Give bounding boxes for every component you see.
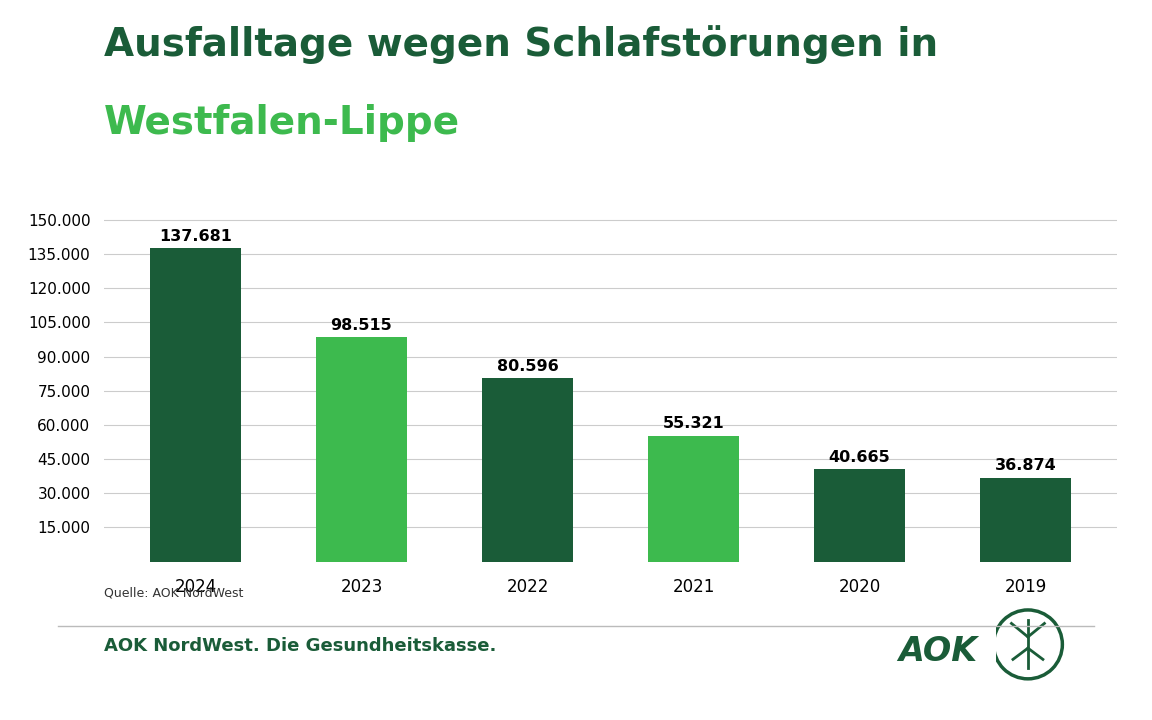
Text: 137.681: 137.681 [159, 229, 232, 244]
Bar [316, 337, 407, 562]
Text: 55.321: 55.321 [662, 416, 725, 431]
Text: 98.515: 98.515 [331, 318, 393, 333]
Bar [814, 469, 905, 562]
Bar [647, 436, 740, 562]
Text: Westfalen-Lippe: Westfalen-Lippe [104, 104, 460, 143]
Bar [150, 248, 241, 562]
Text: Quelle: AOK NordWest: Quelle: AOK NordWest [104, 587, 243, 600]
Text: 80.596: 80.596 [497, 359, 559, 374]
Text: 36.874: 36.874 [995, 459, 1056, 474]
Bar [482, 378, 574, 562]
Text: Ausfalltage wegen Schlafstörungen in: Ausfalltage wegen Schlafstörungen in [104, 25, 938, 64]
Bar [980, 477, 1071, 562]
Text: AOK NordWest. Die Gesundheitskasse.: AOK NordWest. Die Gesundheitskasse. [104, 637, 497, 655]
Text: AOK: AOK [899, 635, 978, 668]
Text: 40.665: 40.665 [828, 450, 890, 465]
